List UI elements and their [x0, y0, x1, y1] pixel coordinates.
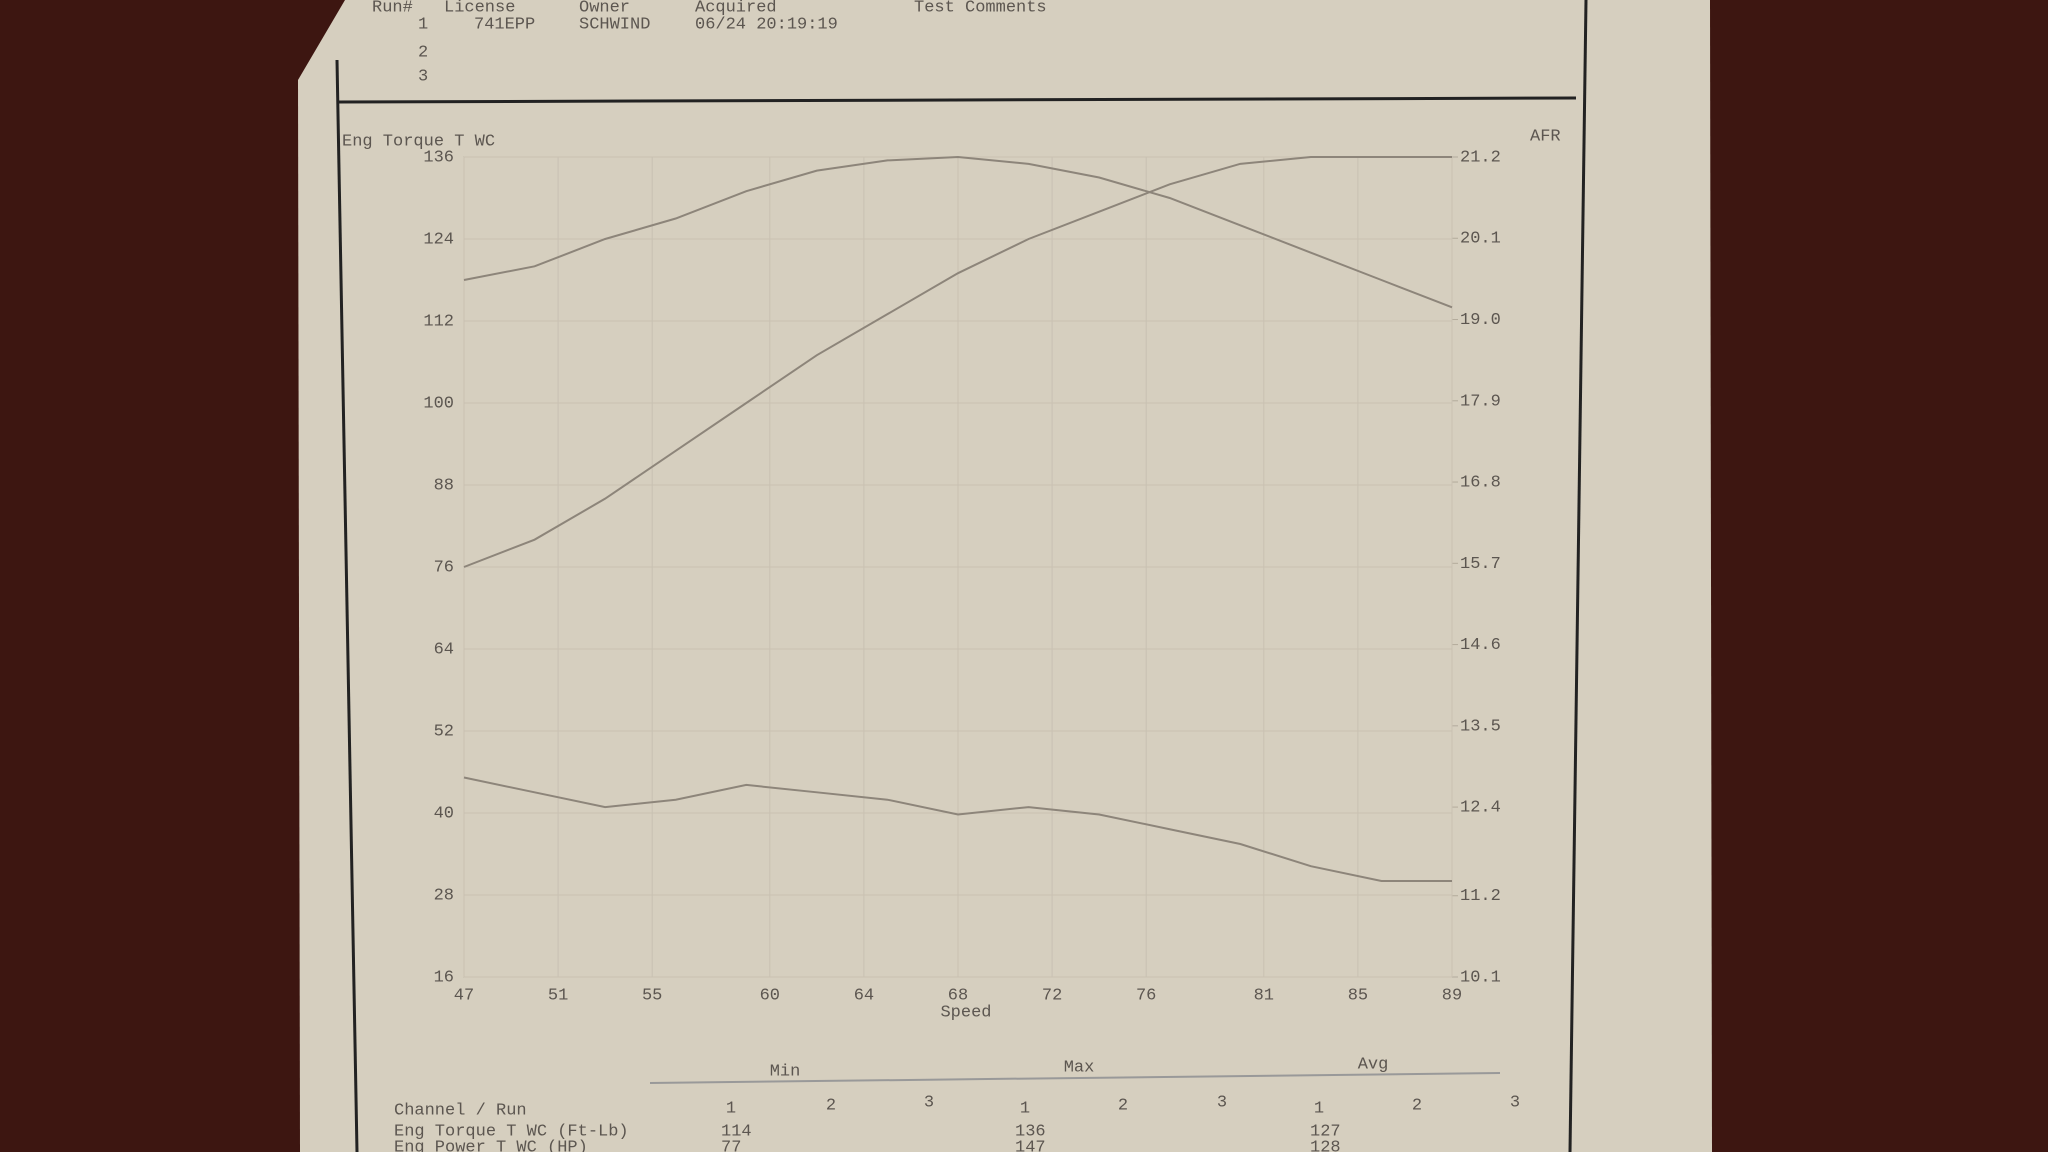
series-line [463, 776, 1452, 882]
run-label: 1 [1020, 1099, 1030, 1118]
y2-tick-label: 12.4 [1460, 799, 1501, 818]
header-label: Test Comments [914, 0, 1047, 17]
y2-tick-label: 10.1 [1460, 968, 1501, 987]
x-tick-label: 85 [1348, 986, 1368, 1005]
run-label: 1 [1314, 1099, 1324, 1118]
x-tick-label: 55 [642, 986, 662, 1005]
header-label: Owner [579, 0, 630, 17]
border [1568, 0, 1588, 1152]
border [335, 59, 359, 1152]
x-tick-label: 51 [548, 986, 568, 1005]
x-tick-label: 60 [760, 986, 780, 1005]
header-cell: 741EPP [474, 15, 535, 34]
y-tick-label: 76 [434, 558, 454, 577]
stat-value: 128 [1310, 1138, 1341, 1152]
y-tick-label: 64 [434, 640, 454, 659]
x-tick-label: 81 [1254, 986, 1274, 1005]
header-cell: 06/24 20:19:19 [695, 15, 838, 34]
stat-value: 77 [721, 1138, 741, 1152]
run-label: 3 [924, 1093, 934, 1112]
header-label: Run# [372, 0, 413, 17]
y-tick-label: 28 [434, 886, 454, 905]
y-tick-label: 100 [423, 394, 454, 413]
channel-name: Eng Power T WC (HP) [394, 1138, 588, 1152]
x-tick-label: 68 [948, 986, 968, 1005]
header-label: License [444, 0, 515, 17]
y-tick-label: 52 [434, 722, 454, 741]
y2-tick-label: 20.1 [1460, 230, 1501, 249]
y-tick-label: 136 [423, 148, 454, 167]
y-tick-label: 124 [423, 230, 454, 249]
x-axis-label: Speed [940, 1003, 991, 1022]
stat-value: 147 [1015, 1138, 1046, 1152]
header-cell: SCHWIND [579, 15, 650, 34]
rule [649, 1072, 1501, 1084]
stat-value: 136 [1015, 1122, 1046, 1141]
y2-tick-label: 17.9 [1460, 392, 1501, 411]
y2-tick-label: 15.7 [1460, 555, 1501, 574]
y2-tick-label: 21.2 [1460, 148, 1501, 167]
paper [298, 0, 1712, 1152]
y2-axis-label: AFR [1530, 127, 1561, 146]
run-label: 3 [1510, 1093, 1520, 1112]
group-header: Max [1064, 1058, 1095, 1077]
group-header: Avg [1358, 1055, 1389, 1074]
y-tick-label: 40 [434, 804, 454, 823]
stat-value: 127 [1310, 1122, 1341, 1141]
x-tick-label: 47 [454, 986, 474, 1005]
border [336, 96, 1577, 104]
x-tick-label: 72 [1042, 986, 1062, 1005]
y2-tick-label: 19.0 [1460, 311, 1501, 330]
run-label: 2 [826, 1096, 836, 1115]
series-line [463, 155, 1453, 309]
stat-value: 114 [721, 1122, 752, 1141]
x-tick-label: 76 [1136, 986, 1156, 1005]
y2-tick-label: 11.2 [1460, 887, 1501, 906]
series-line [463, 156, 1452, 568]
channel-name: Eng Torque T WC (Ft-Lb) [394, 1122, 629, 1141]
x-tick-label: 64 [854, 986, 874, 1005]
y2-tick-label: 14.6 [1460, 636, 1501, 655]
header-label: Acquired [695, 0, 777, 17]
run-label: 2 [1118, 1096, 1128, 1115]
y-tick-label: 88 [434, 476, 454, 495]
y2-tick-label: 16.8 [1460, 474, 1501, 493]
y-tick-label: 112 [423, 312, 454, 331]
run-label: 3 [1217, 1093, 1227, 1112]
y-tick-label: 16 [434, 968, 454, 987]
group-header: Min [770, 1062, 801, 1081]
x-tick-label: 89 [1442, 986, 1462, 1005]
header-cell: 2 [418, 43, 428, 62]
run-label: 2 [1412, 1096, 1422, 1115]
header-cell: 1 [418, 15, 428, 34]
y-axis-label: Eng Torque T WC [342, 132, 495, 151]
y2-tick-label: 13.5 [1460, 717, 1501, 736]
run-label: 1 [726, 1099, 736, 1118]
header-cell: 3 [418, 67, 428, 86]
channel-header: Channel / Run [394, 1101, 527, 1120]
